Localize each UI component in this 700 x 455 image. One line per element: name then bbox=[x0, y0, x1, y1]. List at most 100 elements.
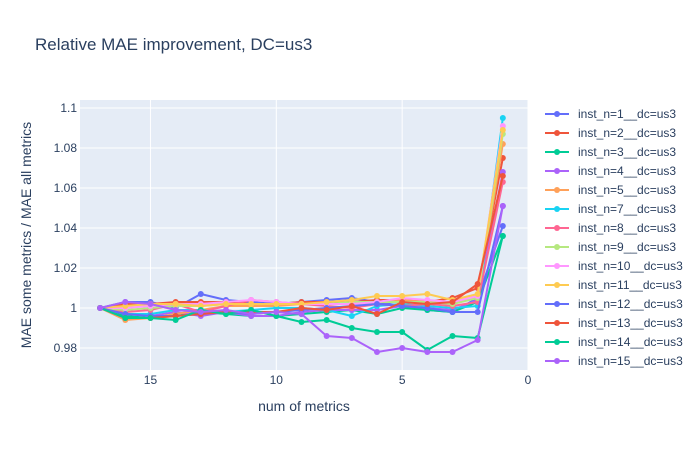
legend-item[interactable]: inst_n=4__dc=us3 bbox=[545, 164, 676, 178]
data-point bbox=[122, 315, 129, 321]
legend-item[interactable]: inst_n=3__dc=us3 bbox=[545, 145, 676, 159]
data-point bbox=[474, 281, 481, 287]
data-point bbox=[424, 301, 431, 307]
data-point bbox=[97, 305, 104, 311]
data-point bbox=[373, 349, 380, 355]
legend-swatch-marker bbox=[554, 111, 560, 117]
data-point bbox=[399, 293, 406, 299]
data-point bbox=[348, 297, 355, 303]
data-point bbox=[172, 301, 179, 307]
data-point bbox=[399, 299, 406, 305]
y-axis-ticks: 0.98 1 1.02 1.04 1.06 1.08 1.1 bbox=[54, 101, 78, 355]
legend-swatch-marker bbox=[554, 244, 560, 250]
legend-swatch-marker bbox=[554, 301, 560, 307]
legend-item[interactable]: inst_n=7__dc=us3 bbox=[545, 202, 676, 216]
data-point bbox=[449, 309, 456, 315]
data-point bbox=[499, 127, 506, 133]
data-point bbox=[399, 345, 406, 351]
data-point bbox=[147, 315, 154, 321]
legend-swatch-marker bbox=[554, 225, 560, 231]
data-point bbox=[298, 311, 305, 317]
data-point bbox=[499, 115, 506, 121]
x-axis-ticks: 15 10 5 0 bbox=[144, 373, 532, 387]
data-point bbox=[449, 333, 456, 339]
legend-swatch-marker bbox=[554, 168, 560, 174]
legend-label: inst_n=14__dc=us3 bbox=[578, 335, 683, 349]
x-tick-label: 0 bbox=[525, 373, 532, 387]
legend-label: inst_n=15__dc=us3 bbox=[578, 354, 683, 368]
data-point bbox=[499, 203, 506, 209]
data-point bbox=[499, 233, 506, 239]
data-point bbox=[323, 333, 330, 339]
data-point bbox=[373, 311, 380, 317]
data-point bbox=[424, 349, 431, 355]
legend-item[interactable]: inst_n=10__dc=us3 bbox=[545, 259, 683, 273]
series-layer bbox=[97, 115, 506, 355]
y-axis-label: MAE some metrics / MAE all metrics bbox=[18, 122, 34, 348]
data-point bbox=[172, 307, 179, 313]
legend-swatch-marker bbox=[554, 130, 560, 136]
x-tick-label: 15 bbox=[144, 373, 158, 387]
legend-swatch-marker bbox=[554, 339, 560, 345]
legend-label: inst_n=12__dc=us3 bbox=[578, 297, 683, 311]
legend-label: inst_n=10__dc=us3 bbox=[578, 259, 683, 273]
y-tick-label: 1.08 bbox=[54, 141, 78, 155]
legend-item[interactable]: inst_n=14__dc=us3 bbox=[545, 335, 683, 349]
y-tick-label: 1.02 bbox=[54, 261, 78, 275]
data-point bbox=[474, 309, 481, 315]
data-point bbox=[172, 317, 179, 323]
data-point bbox=[197, 291, 204, 297]
data-point bbox=[348, 325, 355, 331]
legend-item[interactable]: inst_n=1__dc=us3 bbox=[545, 107, 676, 121]
x-axis-label: num of metrics bbox=[258, 398, 350, 414]
data-point bbox=[323, 299, 330, 305]
legend-label: inst_n=2__dc=us3 bbox=[578, 126, 676, 140]
legend: inst_n=1__dc=us3 inst_n=2__dc=us3 inst_n=3… bbox=[545, 107, 683, 368]
legend-item[interactable]: inst_n=11__dc=us3 bbox=[545, 278, 682, 292]
data-point bbox=[499, 223, 506, 229]
legend-swatch-marker bbox=[554, 358, 560, 364]
series-inst_n=15__dc=us3 bbox=[97, 203, 506, 355]
data-point bbox=[248, 311, 255, 317]
legend-item[interactable]: inst_n=9__dc=us3 bbox=[545, 240, 676, 254]
legend-item[interactable]: inst_n=2__dc=us3 bbox=[545, 126, 676, 140]
data-point bbox=[474, 291, 481, 297]
data-point bbox=[323, 317, 330, 323]
legend-item[interactable]: inst_n=15__dc=us3 bbox=[545, 354, 683, 368]
data-point bbox=[424, 291, 431, 297]
data-point bbox=[348, 335, 355, 341]
data-point bbox=[399, 329, 406, 335]
data-point bbox=[222, 301, 229, 307]
x-tick-label: 10 bbox=[270, 373, 284, 387]
legend-label: inst_n=8__dc=us3 bbox=[578, 221, 676, 235]
legend-item[interactable]: inst_n=13__dc=us3 bbox=[545, 316, 683, 330]
legend-item[interactable]: inst_n=5__dc=us3 bbox=[545, 183, 676, 197]
data-point bbox=[348, 303, 355, 309]
legend-label: inst_n=7__dc=us3 bbox=[578, 202, 676, 216]
legend-label: inst_n=3__dc=us3 bbox=[578, 145, 676, 159]
y-tick-label: 1.1 bbox=[60, 101, 77, 115]
legend-item[interactable]: inst_n=12__dc=us3 bbox=[545, 297, 683, 311]
data-point bbox=[373, 301, 380, 307]
data-point bbox=[373, 293, 380, 299]
legend-label: inst_n=9__dc=us3 bbox=[578, 240, 676, 254]
data-point bbox=[273, 301, 280, 307]
x-tick-label: 5 bbox=[399, 373, 406, 387]
legend-swatch-marker bbox=[554, 206, 560, 212]
y-tick-label: 1 bbox=[70, 301, 77, 315]
data-point bbox=[222, 307, 229, 313]
data-point bbox=[273, 309, 280, 315]
legend-swatch-marker bbox=[554, 149, 560, 155]
legend-label: inst_n=11__dc=us3 bbox=[578, 278, 682, 292]
data-point bbox=[474, 337, 481, 343]
data-point bbox=[122, 299, 129, 305]
y-tick-label: 1.04 bbox=[54, 221, 78, 235]
legend-label: inst_n=1__dc=us3 bbox=[578, 107, 676, 121]
legend-swatch-marker bbox=[554, 282, 560, 288]
legend-item[interactable]: inst_n=8__dc=us3 bbox=[545, 221, 676, 235]
y-tick-label: 1.06 bbox=[54, 181, 78, 195]
legend-swatch-marker bbox=[554, 187, 560, 193]
data-point bbox=[348, 313, 355, 319]
data-point bbox=[298, 319, 305, 325]
